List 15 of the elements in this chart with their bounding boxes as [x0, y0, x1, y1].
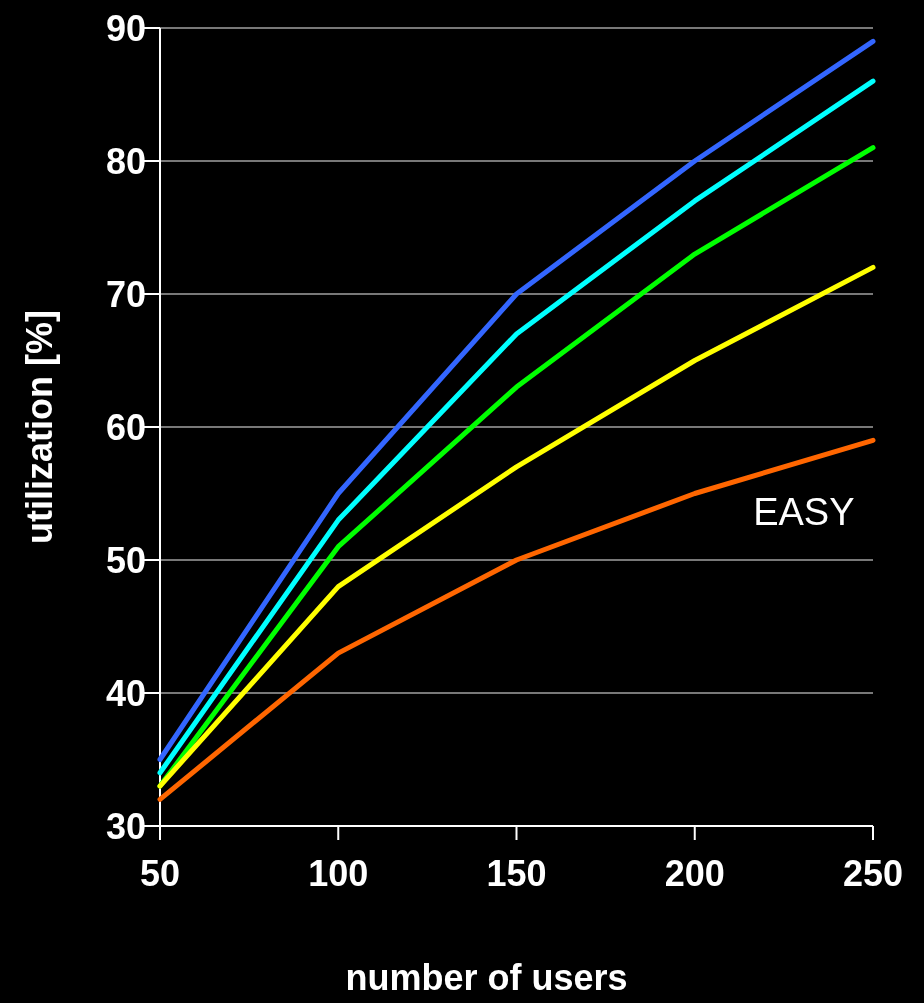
x-axis-title: number of users [345, 957, 628, 998]
y-tick-label: 50 [105, 539, 146, 581]
y-tick-label: 30 [105, 805, 146, 847]
x-tick-label: 50 [139, 853, 181, 894]
series-label: EASY [753, 490, 855, 533]
x-tick-label: 250 [842, 853, 904, 894]
x-tick-label: 200 [664, 853, 725, 894]
y-tick-label: 70 [105, 273, 146, 315]
y-tick-label: 80 [105, 140, 146, 182]
y-axis-title: utilization [%] [19, 310, 60, 544]
y-tick-label: 40 [105, 672, 146, 714]
y-tick-label: 60 [105, 406, 146, 448]
x-tick-label: 150 [486, 853, 547, 894]
y-tick-label: 90 [105, 7, 146, 49]
x-tick-label: 100 [308, 853, 369, 894]
